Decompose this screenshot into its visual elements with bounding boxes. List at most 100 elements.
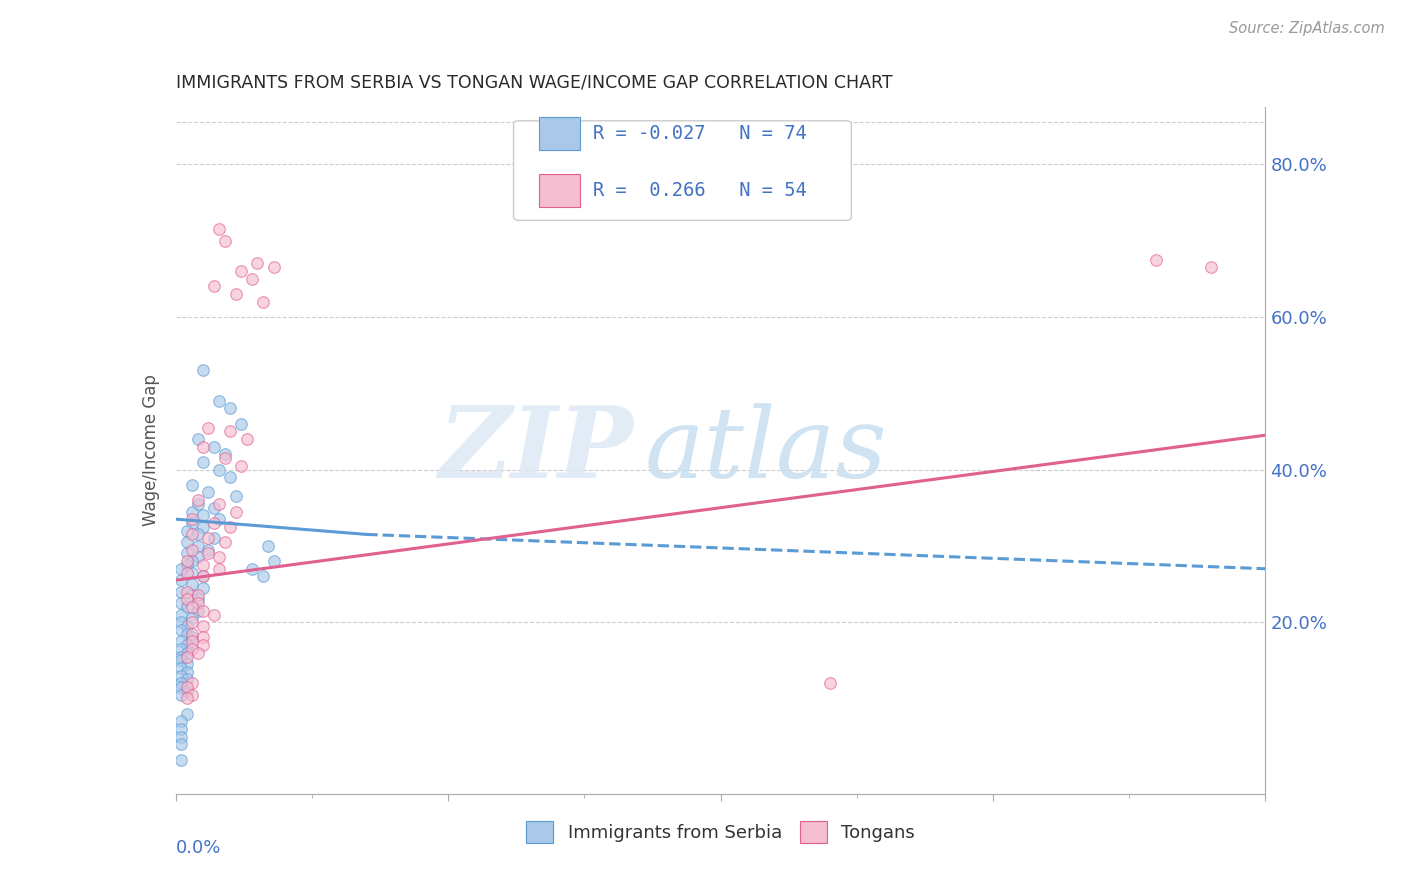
Point xyxy=(231,458,253,473)
Point xyxy=(181,599,204,614)
Text: ZIP: ZIP xyxy=(439,402,633,499)
Point xyxy=(170,653,193,667)
Text: R =  0.266   N = 54: R = 0.266 N = 54 xyxy=(593,181,807,200)
Point xyxy=(1144,252,1167,267)
Point xyxy=(208,462,231,476)
Point xyxy=(170,668,193,682)
Point xyxy=(170,634,193,648)
Point xyxy=(263,260,285,275)
Point xyxy=(170,688,193,702)
Point xyxy=(202,516,225,530)
Point xyxy=(225,287,247,301)
Point xyxy=(208,562,231,576)
Point xyxy=(191,569,214,583)
Point xyxy=(219,401,242,416)
Point xyxy=(170,596,193,610)
Point xyxy=(186,539,209,553)
Point xyxy=(170,722,193,736)
Point xyxy=(170,730,193,744)
Point xyxy=(225,489,247,503)
Point xyxy=(240,271,263,285)
Point xyxy=(181,527,204,541)
FancyBboxPatch shape xyxy=(538,174,581,207)
Text: atlas: atlas xyxy=(644,403,887,498)
Point xyxy=(208,393,231,408)
Point xyxy=(219,425,242,439)
Text: 0.0%: 0.0% xyxy=(176,838,221,856)
Point xyxy=(176,649,198,664)
Point xyxy=(186,432,209,446)
Point xyxy=(176,680,198,694)
Point xyxy=(191,508,214,523)
Point xyxy=(1199,260,1222,275)
Point xyxy=(176,554,198,568)
Point xyxy=(181,477,204,491)
Text: R = -0.027   N = 74: R = -0.027 N = 74 xyxy=(593,124,807,144)
Point xyxy=(176,691,198,706)
Point xyxy=(181,516,204,530)
Point xyxy=(197,546,219,561)
Point xyxy=(176,558,198,572)
Point xyxy=(219,520,242,534)
Text: Source: ZipAtlas.com: Source: ZipAtlas.com xyxy=(1229,21,1385,36)
Point xyxy=(186,527,209,541)
Point xyxy=(202,607,225,622)
Point xyxy=(186,604,209,618)
Point xyxy=(191,520,214,534)
Point xyxy=(186,497,209,511)
Point xyxy=(186,592,209,607)
Point xyxy=(197,420,219,434)
Point xyxy=(186,493,209,508)
Point xyxy=(170,573,193,587)
Point xyxy=(170,649,193,664)
Point xyxy=(191,440,214,454)
Point xyxy=(191,619,214,633)
Point xyxy=(170,676,193,690)
Point xyxy=(252,569,274,583)
Point xyxy=(252,294,274,309)
Point xyxy=(176,657,198,672)
Point xyxy=(191,631,214,645)
Point xyxy=(214,447,236,461)
FancyBboxPatch shape xyxy=(513,120,852,220)
Point xyxy=(176,546,198,561)
Point xyxy=(181,688,204,702)
Point xyxy=(214,234,236,248)
Point xyxy=(176,638,198,652)
Point xyxy=(208,497,231,511)
Point xyxy=(186,596,209,610)
Point xyxy=(176,626,198,640)
Point xyxy=(197,485,219,500)
Point xyxy=(181,577,204,591)
Point xyxy=(202,440,225,454)
Point xyxy=(202,279,225,293)
Point xyxy=(176,673,198,687)
Point xyxy=(181,589,204,603)
Point xyxy=(202,500,225,515)
Point xyxy=(208,222,231,236)
Point xyxy=(186,646,209,660)
Point xyxy=(186,550,209,565)
Point xyxy=(197,542,219,557)
Y-axis label: Wage/Income Gap: Wage/Income Gap xyxy=(142,375,160,526)
Point xyxy=(818,676,841,690)
Point xyxy=(191,455,214,469)
Point xyxy=(176,683,198,698)
Point xyxy=(202,531,225,545)
Point xyxy=(208,512,231,526)
Point xyxy=(191,558,214,572)
Point xyxy=(170,615,193,630)
Point xyxy=(170,623,193,637)
Point xyxy=(219,470,242,484)
Point xyxy=(181,626,204,640)
Point xyxy=(170,680,193,694)
Point xyxy=(191,581,214,595)
Point xyxy=(235,432,257,446)
Point xyxy=(176,706,198,721)
Point xyxy=(197,531,219,545)
Point xyxy=(208,550,231,565)
Point xyxy=(176,524,198,538)
Point xyxy=(170,714,193,729)
Point xyxy=(191,569,214,583)
Legend: Immigrants from Serbia, Tongans: Immigrants from Serbia, Tongans xyxy=(519,814,922,850)
